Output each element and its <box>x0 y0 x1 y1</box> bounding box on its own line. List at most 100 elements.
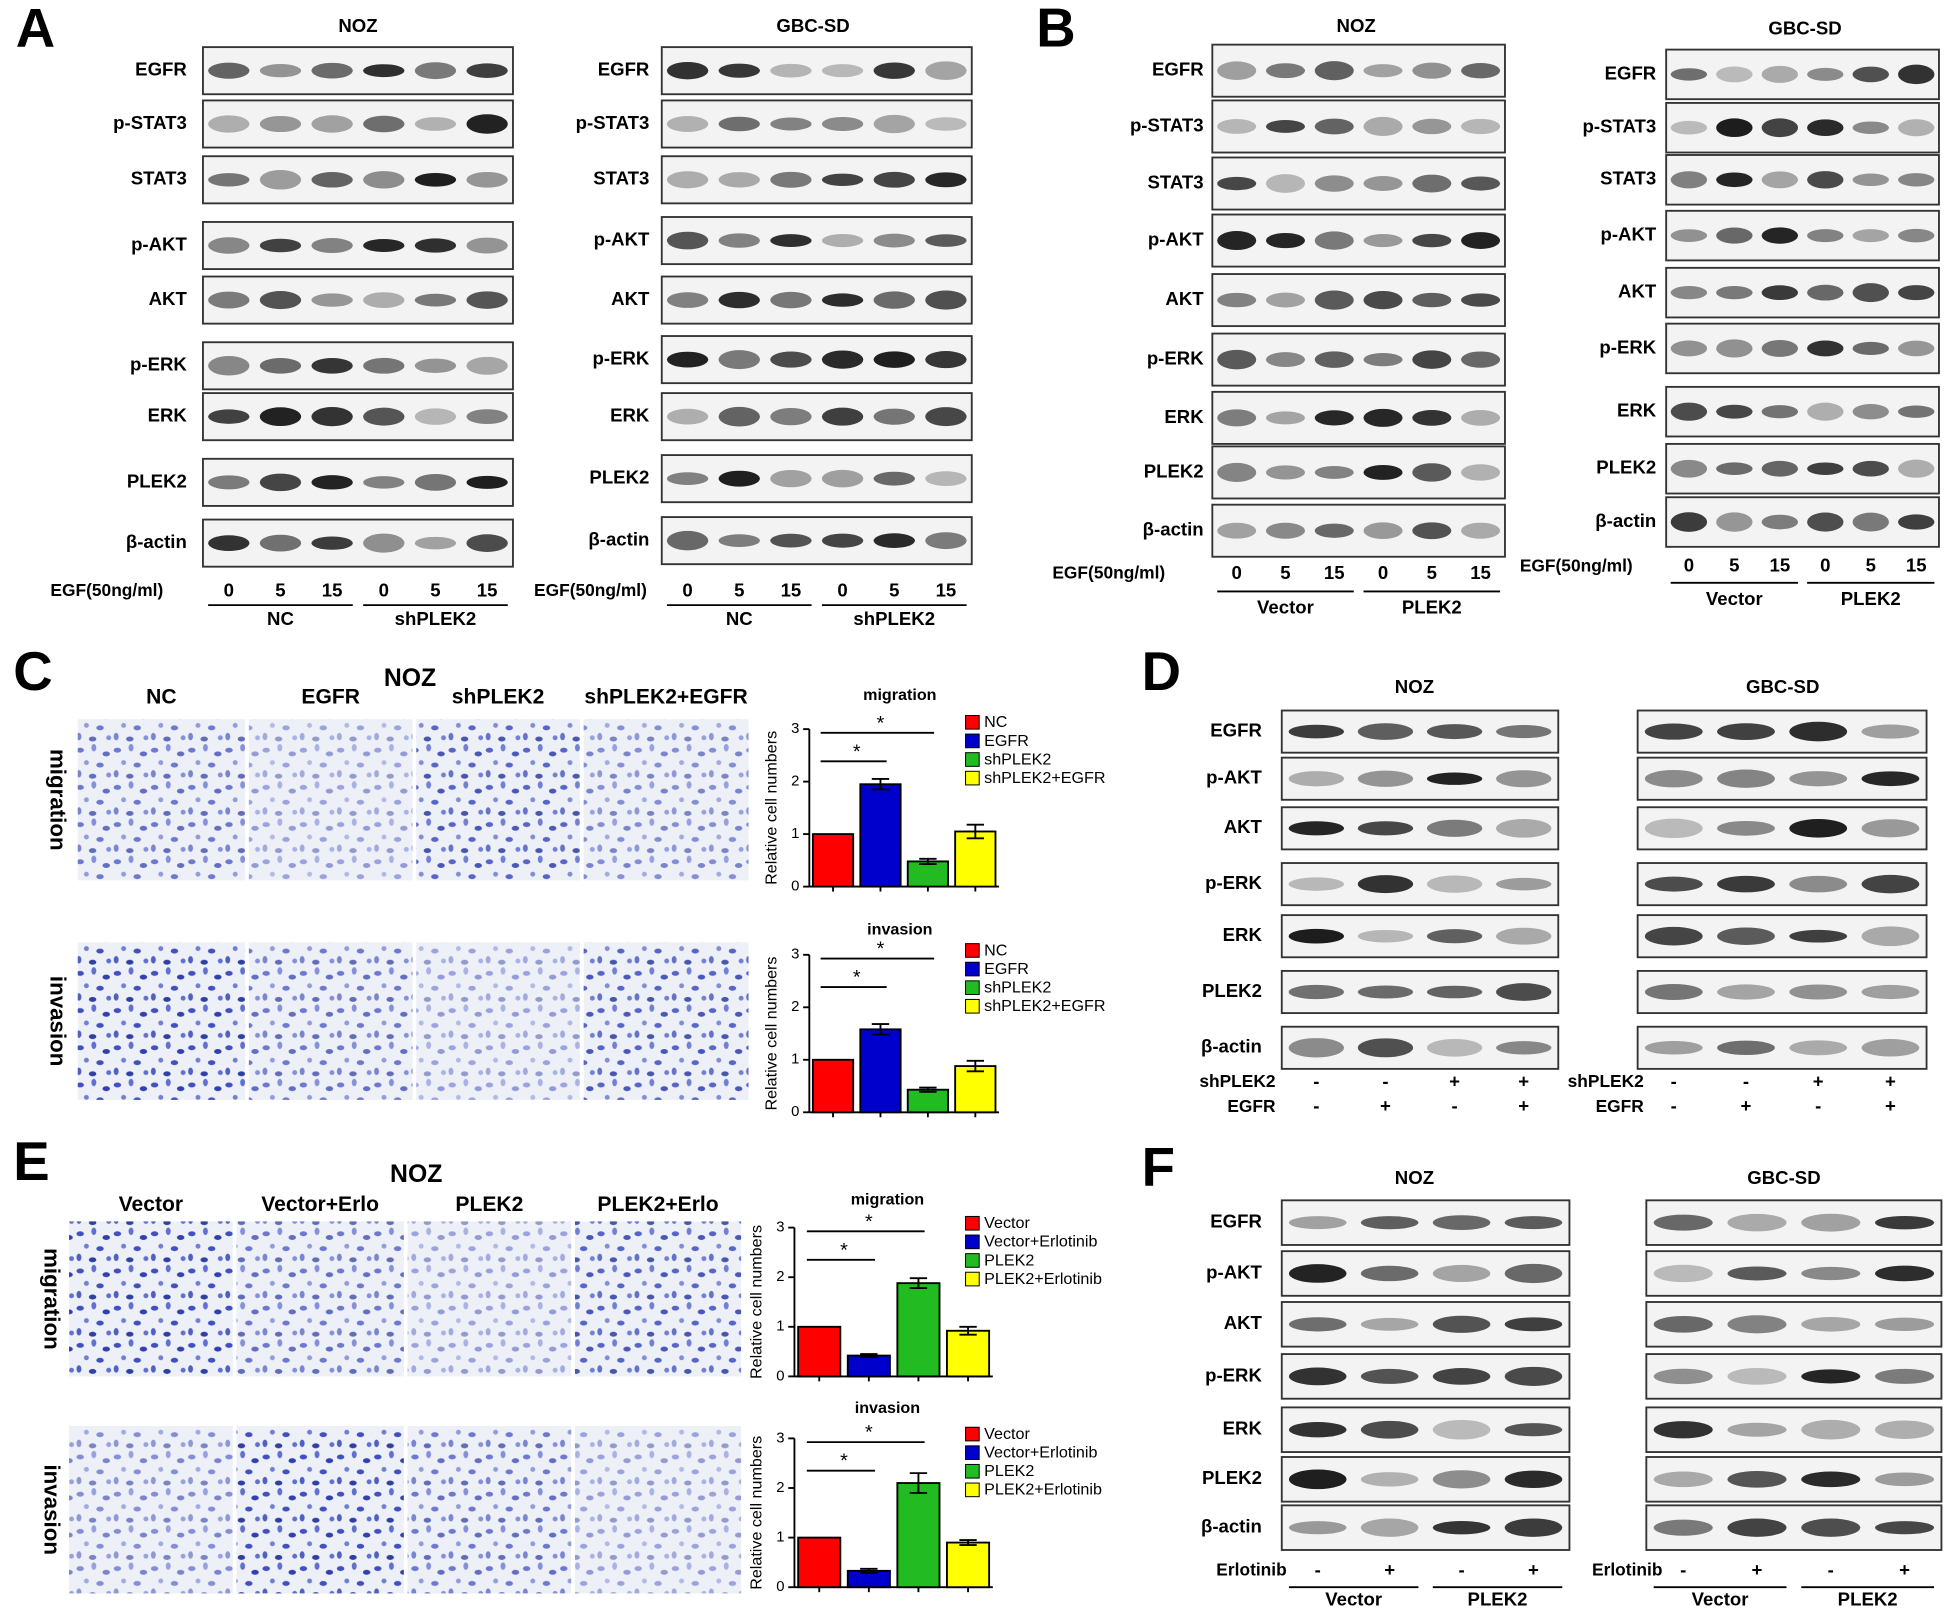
band <box>1432 1368 1491 1385</box>
band <box>1861 926 1920 947</box>
y-tick-label: 3 <box>776 1220 784 1236</box>
blot-strip <box>1665 385 1940 438</box>
band <box>770 469 812 488</box>
band <box>1217 61 1257 80</box>
band <box>1875 1265 1935 1282</box>
error-bar <box>919 1086 937 1093</box>
band <box>718 116 760 132</box>
band <box>666 62 709 80</box>
blot-title: GBC-SD <box>1747 1167 1820 1188</box>
band <box>1265 465 1305 480</box>
band <box>208 291 250 309</box>
blot-strip <box>1211 213 1506 268</box>
lane-label: - <box>1680 1559 1686 1580</box>
blot-title: GBC-SD <box>1746 676 1819 697</box>
column-label: Vector <box>119 1193 183 1216</box>
band <box>466 534 508 552</box>
condition-label: EGF(50ng/ml) <box>1052 563 1165 583</box>
lane-label: 5 <box>889 579 899 600</box>
blot-strip <box>1665 322 1940 375</box>
band <box>466 114 508 134</box>
lane-label: 0 <box>1232 562 1242 583</box>
group-label: NC <box>267 608 294 629</box>
band <box>1314 231 1354 250</box>
legend-swatch <box>965 961 980 977</box>
band <box>925 471 967 487</box>
band <box>311 293 353 307</box>
blot-strip <box>1211 273 1506 328</box>
bar <box>896 1282 941 1378</box>
band <box>414 408 457 425</box>
panel-title: NOZ <box>384 665 436 692</box>
legend-label: PLEK2 <box>984 1251 1034 1269</box>
band <box>1861 771 1920 787</box>
band <box>1653 1368 1713 1385</box>
legend-label: shPLEK2 <box>984 750 1051 768</box>
row-label: β-actin <box>126 531 187 552</box>
band <box>1670 171 1708 189</box>
band <box>1644 984 1703 1000</box>
row-label: ERK <box>1223 1418 1263 1439</box>
band <box>1761 171 1799 189</box>
error-bar <box>871 1023 890 1036</box>
band <box>1217 119 1257 134</box>
row-label: p-ERK <box>130 354 187 375</box>
band <box>1653 1519 1713 1536</box>
y-tick-label: 2 <box>791 999 799 1015</box>
row-label: p-AKT <box>1206 767 1262 788</box>
band <box>1716 118 1753 138</box>
band <box>1360 1265 1419 1282</box>
band <box>1432 1470 1491 1489</box>
condition-label: Erlotinib <box>1216 1560 1286 1580</box>
band <box>718 470 760 487</box>
row-label: AKT <box>149 288 188 309</box>
band <box>1875 1368 1935 1384</box>
micrograph-cells <box>236 1426 404 1594</box>
band <box>1761 405 1799 419</box>
blot-strip <box>1665 209 1940 262</box>
band <box>1789 1040 1848 1056</box>
band <box>466 237 508 254</box>
band <box>1717 927 1775 945</box>
band <box>1357 929 1414 943</box>
band <box>1761 460 1799 477</box>
band <box>1363 176 1403 192</box>
lane-label: 15 <box>1324 562 1345 583</box>
band <box>1412 410 1452 426</box>
band <box>1360 1518 1419 1537</box>
column-label: EGFR <box>301 686 360 709</box>
blot-strip <box>660 335 973 385</box>
band <box>1852 121 1889 134</box>
condition-label: shPLEK2 <box>1568 1071 1644 1091</box>
band <box>1426 772 1483 785</box>
band <box>1852 173 1889 187</box>
band <box>1875 1420 1935 1439</box>
y-axis-label: Relative cell numbers <box>748 1225 766 1379</box>
band <box>1717 984 1775 1000</box>
row-label: PLEK2 <box>127 470 187 491</box>
band <box>311 536 353 550</box>
band <box>1426 985 1483 999</box>
band <box>1653 1214 1713 1231</box>
band <box>925 172 967 188</box>
legend-swatch <box>965 1482 980 1498</box>
band <box>1363 352 1403 367</box>
band <box>1360 1368 1419 1384</box>
blot-strip <box>1645 1456 1943 1503</box>
panel-label: D <box>1142 641 1181 702</box>
band <box>1363 116 1403 137</box>
error-bar <box>959 1325 977 1336</box>
band <box>666 408 709 425</box>
band <box>1789 984 1848 1000</box>
row-label: AKT <box>1618 281 1657 302</box>
band <box>1644 818 1703 839</box>
blot-strip <box>202 221 514 271</box>
lane-label: 15 <box>1906 555 1927 576</box>
band <box>1363 464 1403 480</box>
bar <box>859 1028 902 1114</box>
band <box>1861 984 1920 1000</box>
lane-label: 0 <box>379 579 389 600</box>
micrograph-cells <box>583 719 749 881</box>
error-bar <box>860 1353 878 1358</box>
band <box>1898 228 1935 243</box>
